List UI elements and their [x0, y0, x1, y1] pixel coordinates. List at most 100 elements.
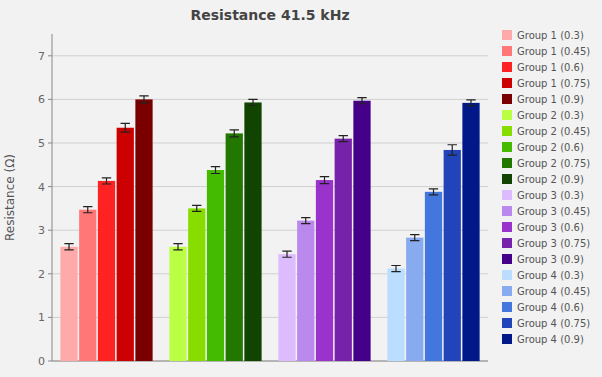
y-tick	[48, 186, 52, 187]
legend-swatch	[502, 206, 512, 216]
legend-label: Group 4 (0.6)	[517, 302, 584, 313]
legend-swatch	[502, 174, 512, 184]
legend-label: Group 2 (0.75)	[517, 158, 590, 169]
bar	[226, 133, 243, 361]
y-tick	[48, 317, 52, 318]
bar	[444, 150, 461, 361]
bars	[60, 96, 479, 361]
legend-swatch	[502, 270, 512, 280]
error-bar	[282, 251, 291, 257]
y-axis-line	[52, 34, 53, 361]
bar	[117, 128, 134, 361]
legend-label: Group 3 (0.3)	[517, 190, 584, 201]
error-bar	[173, 244, 182, 250]
bar	[425, 192, 442, 361]
bar	[169, 247, 186, 361]
chart: Resistance 41.5 kHzResistance (Ω)0123456…	[0, 0, 602, 377]
y-tick-label: 0	[38, 355, 45, 368]
legend-label: Group 2 (0.3)	[517, 110, 584, 121]
legend-swatch	[502, 190, 512, 200]
y-tick-label: 6	[38, 93, 45, 106]
grid-line	[52, 55, 488, 56]
bar	[387, 269, 404, 361]
error-bar	[429, 189, 438, 195]
error-bar	[339, 136, 348, 142]
bar	[60, 247, 77, 361]
bar	[406, 238, 423, 361]
y-tick-label: 1	[38, 311, 45, 324]
legend-swatch	[502, 94, 512, 104]
legend-swatch	[502, 222, 512, 232]
legend-label: Group 1 (0.9)	[517, 94, 584, 105]
y-tick	[48, 99, 52, 100]
legend-swatch	[502, 110, 512, 120]
legend-swatch	[502, 158, 512, 168]
legend-label: Group 1 (0.75)	[517, 78, 590, 89]
y-tick	[48, 143, 52, 144]
legend-swatch	[502, 254, 512, 264]
y-tick-label: 7	[38, 50, 45, 63]
bar	[188, 208, 205, 361]
title: Resistance 41.5 kHz	[190, 7, 349, 23]
bar	[79, 210, 96, 361]
error-bar	[320, 177, 329, 184]
bar	[297, 221, 314, 361]
legend-label: Group 4 (0.75)	[517, 318, 590, 329]
error-bar	[230, 130, 239, 137]
y-axis-label: Resistance (Ω)	[3, 154, 17, 241]
error-bar	[211, 167, 220, 174]
background	[0, 0, 602, 377]
grid: 01234567	[38, 50, 488, 368]
legend-label: Group 3 (0.9)	[517, 254, 584, 265]
y-tick-label: 2	[38, 268, 45, 281]
error-bar	[139, 96, 148, 103]
legend-label: Group 3 (0.6)	[517, 222, 584, 233]
y-tick	[48, 273, 52, 274]
legend-label: Group 3 (0.75)	[517, 238, 590, 249]
legend-label: Group 4 (0.45)	[517, 286, 590, 297]
legend-swatch	[502, 126, 512, 136]
legend-label: Group 1 (0.45)	[517, 46, 590, 57]
y-tick-label: 5	[38, 137, 45, 150]
error-bar	[121, 123, 130, 132]
y-tick	[48, 230, 52, 231]
bar	[244, 102, 261, 361]
error-bar	[357, 98, 366, 104]
y-tick	[48, 361, 52, 362]
legend-label: Group 2 (0.6)	[517, 142, 584, 153]
legend-swatch	[502, 238, 512, 248]
legend-swatch	[502, 318, 512, 328]
legend-swatch	[502, 142, 512, 152]
legend-label: Group 2 (0.9)	[517, 174, 584, 185]
error-bar	[391, 266, 400, 272]
bar	[316, 180, 333, 361]
legend: Group 1 (0.3)Group 1 (0.45)Group 1 (0.6)…	[502, 30, 590, 345]
legend-label: Group 1 (0.6)	[517, 62, 584, 73]
legend-swatch	[502, 78, 512, 88]
error-bar	[64, 244, 73, 250]
error-bar	[102, 178, 111, 184]
error-bar	[83, 207, 92, 213]
bar	[462, 103, 479, 361]
legend-swatch	[502, 302, 512, 312]
error-bar	[248, 99, 257, 105]
legend-swatch	[502, 334, 512, 344]
error-bar	[448, 145, 457, 155]
legend-label: Group 3 (0.45)	[517, 206, 590, 217]
bar	[207, 170, 224, 361]
legend-swatch	[502, 46, 512, 56]
error-bar	[466, 100, 475, 106]
bar	[353, 101, 370, 361]
grid-line	[52, 99, 488, 100]
y-tick	[48, 55, 52, 56]
error-bar	[192, 205, 201, 211]
legend-label: Group 4 (0.9)	[517, 334, 584, 345]
legend-swatch	[502, 62, 512, 72]
legend-label: Group 2 (0.45)	[517, 126, 590, 137]
bar	[278, 254, 295, 361]
bar	[135, 99, 152, 361]
bar	[98, 181, 115, 361]
y-tick-label: 3	[38, 224, 45, 237]
legend-label: Group 4 (0.3)	[517, 270, 584, 281]
error-bar	[410, 235, 419, 241]
